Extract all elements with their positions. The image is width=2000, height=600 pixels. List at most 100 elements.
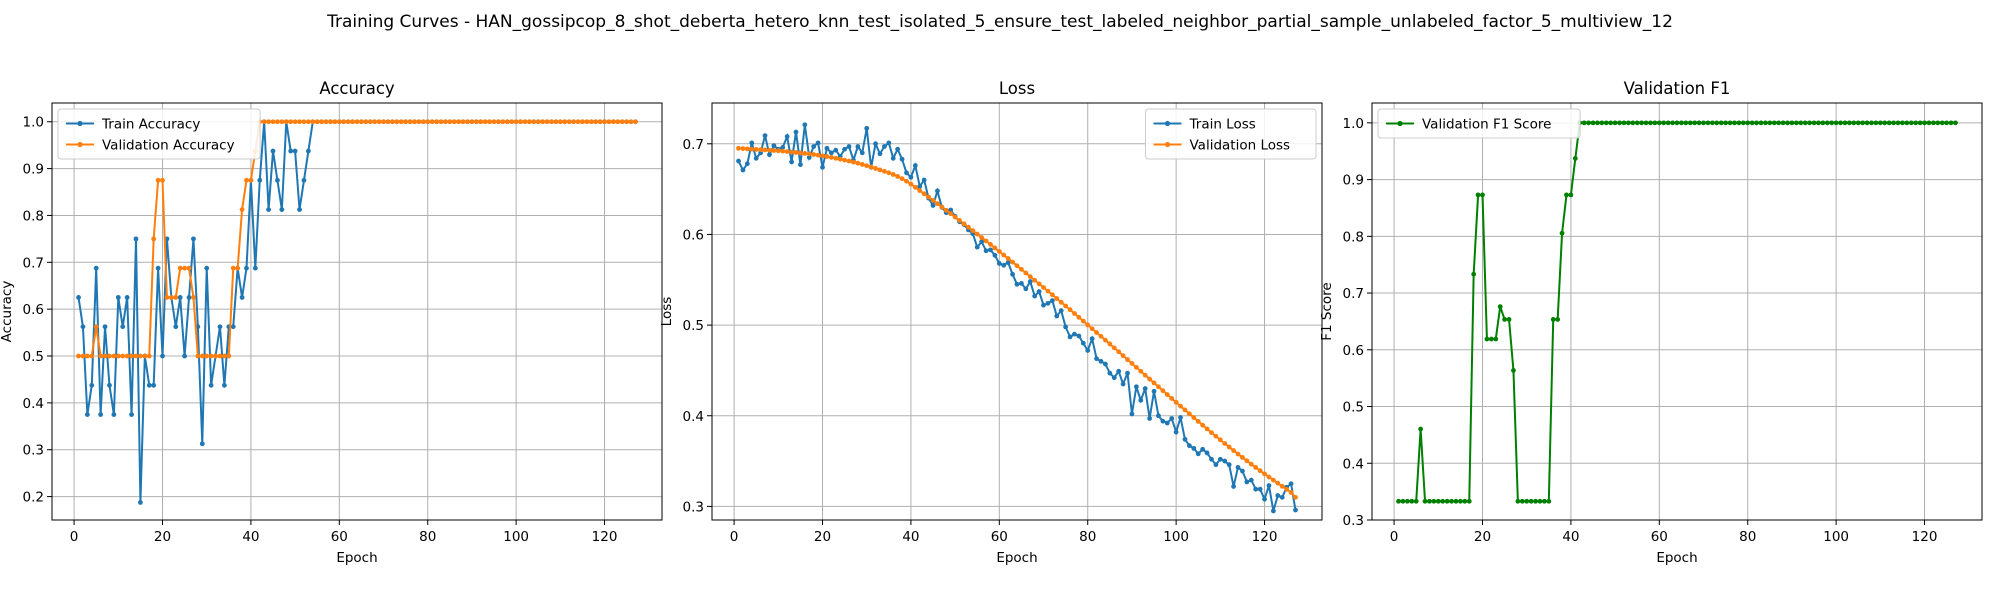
data-point	[948, 211, 954, 217]
data-point	[588, 119, 594, 125]
data-point	[1427, 498, 1432, 504]
data-point	[1019, 281, 1024, 286]
data-point	[1670, 120, 1675, 126]
data-point	[305, 119, 311, 125]
x-tick-label: 20	[154, 529, 171, 545]
data-point	[1270, 508, 1276, 514]
data-point	[806, 154, 812, 160]
data-point	[793, 129, 799, 135]
data-point	[1758, 120, 1764, 126]
data-point	[1595, 120, 1600, 126]
data-point	[1248, 461, 1254, 467]
data-point	[1846, 120, 1852, 126]
data-point	[633, 119, 638, 125]
x-tick-label: 100	[1823, 529, 1849, 545]
data-point	[1270, 477, 1276, 483]
data-point	[204, 353, 210, 359]
y-axis-label: Accuracy	[0, 281, 15, 343]
data-point	[252, 265, 258, 271]
x-tick-label: 60	[991, 529, 1008, 545]
data-point	[133, 236, 139, 242]
data-point	[522, 119, 528, 125]
data-point	[385, 119, 391, 125]
data-point	[736, 158, 741, 164]
data-point	[328, 119, 333, 125]
data-point	[513, 119, 519, 125]
data-point	[899, 176, 905, 182]
x-tick-label: 20	[814, 529, 831, 545]
data-point	[753, 147, 759, 152]
data-point	[1279, 494, 1285, 500]
series-validation-accuracy	[76, 119, 638, 359]
data-point	[1045, 288, 1051, 294]
data-point	[815, 152, 821, 158]
data-point	[886, 140, 892, 146]
data-point	[1191, 415, 1197, 420]
data-point	[443, 119, 448, 125]
data-point	[1422, 498, 1428, 504]
data-point	[297, 207, 302, 212]
data-point	[744, 146, 750, 152]
data-point	[736, 145, 741, 151]
data-point	[557, 119, 563, 125]
data-point	[1802, 120, 1808, 126]
subplot-validation-f1: 0 20 40 60 80 100 120 0.3 0.4 0.5 0.6 0.7 0.8 0.9 1.0 V…	[1319, 79, 1983, 566]
data-point	[80, 353, 86, 359]
y-tick-label: 0.4	[683, 409, 704, 425]
data-point	[1253, 486, 1259, 492]
data-point	[1133, 364, 1139, 370]
data-point	[1129, 361, 1135, 366]
data-point	[1515, 498, 1521, 504]
data-point	[1493, 336, 1499, 342]
data-point	[496, 119, 501, 125]
data-point	[111, 412, 117, 417]
data-point	[1067, 334, 1073, 340]
data-point	[1103, 361, 1108, 367]
data-point	[1275, 480, 1281, 486]
data-point	[1116, 368, 1122, 374]
data-point	[151, 236, 157, 242]
data-point	[341, 119, 347, 125]
data-point	[1151, 380, 1157, 386]
y-axis-label: Loss	[659, 297, 675, 327]
data-point	[930, 203, 936, 208]
data-point	[1404, 498, 1410, 504]
data-point	[1275, 493, 1281, 498]
data-point	[921, 177, 927, 183]
data-point	[1891, 120, 1896, 126]
data-point	[1480, 192, 1485, 198]
data-point	[628, 119, 634, 125]
data-point	[1191, 445, 1197, 451]
legend: Validation F1 Score	[1377, 108, 1581, 139]
data-point	[182, 265, 188, 271]
data-point	[1129, 411, 1135, 417]
data-point	[1054, 296, 1060, 301]
data-point	[1200, 446, 1206, 452]
data-point	[469, 119, 475, 125]
data-point	[1789, 120, 1795, 126]
data-point	[1869, 120, 1874, 126]
data-point	[1173, 429, 1179, 435]
data-point	[407, 119, 413, 125]
data-point	[1244, 458, 1250, 464]
data-point	[606, 119, 612, 125]
data-point	[1475, 192, 1481, 198]
data-point	[146, 382, 152, 388]
data-point	[811, 144, 817, 149]
data-point	[904, 170, 909, 176]
data-point	[120, 353, 126, 359]
data-point	[398, 119, 404, 125]
data-point	[1036, 281, 1042, 287]
data-point	[1085, 348, 1091, 353]
data-point	[1262, 496, 1267, 502]
data-point	[1027, 274, 1033, 279]
data-point	[279, 119, 285, 125]
data-point	[1528, 498, 1534, 504]
data-point	[1648, 120, 1653, 126]
data-point	[1807, 120, 1813, 126]
data-point	[1692, 120, 1698, 126]
data-point	[1661, 120, 1667, 126]
data-point	[314, 119, 320, 125]
axes-frame	[51, 102, 663, 521]
data-point	[974, 231, 980, 237]
